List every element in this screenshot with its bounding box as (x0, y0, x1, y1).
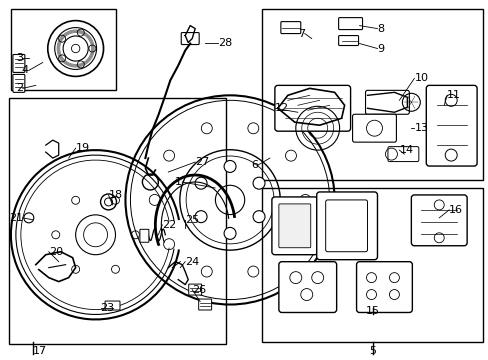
Circle shape (163, 239, 174, 250)
FancyBboxPatch shape (278, 262, 336, 312)
Bar (11, 9, 116, 90)
FancyBboxPatch shape (338, 18, 362, 30)
FancyBboxPatch shape (352, 114, 396, 142)
Text: 21: 21 (9, 213, 23, 223)
Text: 15: 15 (365, 306, 379, 316)
Circle shape (163, 150, 174, 161)
Circle shape (195, 211, 206, 222)
Circle shape (299, 194, 310, 206)
FancyBboxPatch shape (278, 204, 310, 248)
Text: 8: 8 (377, 24, 384, 33)
Text: 20: 20 (49, 247, 63, 257)
Text: 9: 9 (377, 44, 384, 54)
Text: 11: 11 (447, 90, 460, 100)
FancyBboxPatch shape (198, 299, 211, 310)
FancyBboxPatch shape (410, 195, 466, 246)
Text: 13: 13 (413, 123, 427, 133)
Text: 22: 22 (162, 220, 176, 230)
Text: 3: 3 (16, 54, 23, 63)
Bar (9, 98, 225, 345)
Circle shape (253, 177, 264, 189)
Text: 24: 24 (185, 257, 199, 267)
FancyBboxPatch shape (365, 90, 408, 114)
Text: 26: 26 (192, 284, 206, 294)
Text: 16: 16 (448, 205, 462, 215)
Text: 27: 27 (195, 157, 209, 167)
Circle shape (285, 239, 296, 250)
FancyBboxPatch shape (356, 262, 411, 312)
FancyBboxPatch shape (181, 32, 199, 45)
Bar (262, 188, 482, 342)
Text: 19: 19 (76, 143, 90, 153)
FancyBboxPatch shape (105, 301, 120, 310)
Circle shape (224, 161, 236, 172)
Text: 23: 23 (101, 302, 115, 312)
FancyBboxPatch shape (338, 36, 358, 45)
Text: 6: 6 (250, 160, 258, 170)
Text: 25: 25 (185, 215, 199, 225)
Bar (262, 9, 482, 180)
FancyBboxPatch shape (274, 85, 350, 131)
Circle shape (149, 194, 160, 206)
Circle shape (253, 211, 264, 222)
FancyBboxPatch shape (140, 229, 148, 242)
Circle shape (201, 266, 212, 277)
Text: 28: 28 (218, 37, 232, 48)
Circle shape (285, 150, 296, 161)
Circle shape (224, 228, 236, 239)
FancyBboxPatch shape (13, 54, 25, 72)
Text: 10: 10 (413, 73, 427, 84)
Text: 14: 14 (399, 145, 413, 155)
FancyBboxPatch shape (316, 192, 377, 260)
FancyBboxPatch shape (426, 85, 476, 166)
FancyBboxPatch shape (271, 197, 317, 255)
Text: 1: 1 (175, 177, 182, 187)
Circle shape (247, 123, 258, 134)
Text: 7: 7 (297, 28, 304, 39)
Text: 2: 2 (16, 84, 23, 93)
Text: 5: 5 (368, 346, 375, 356)
Circle shape (195, 177, 206, 189)
FancyBboxPatch shape (188, 284, 201, 295)
FancyBboxPatch shape (13, 75, 25, 92)
Text: 4: 4 (21, 66, 29, 76)
Circle shape (247, 266, 258, 277)
Text: 18: 18 (108, 190, 122, 200)
FancyBboxPatch shape (325, 200, 367, 252)
Text: 17: 17 (33, 346, 47, 356)
FancyBboxPatch shape (280, 22, 300, 33)
Text: 12: 12 (274, 103, 288, 113)
FancyBboxPatch shape (387, 147, 418, 162)
Circle shape (201, 123, 212, 134)
